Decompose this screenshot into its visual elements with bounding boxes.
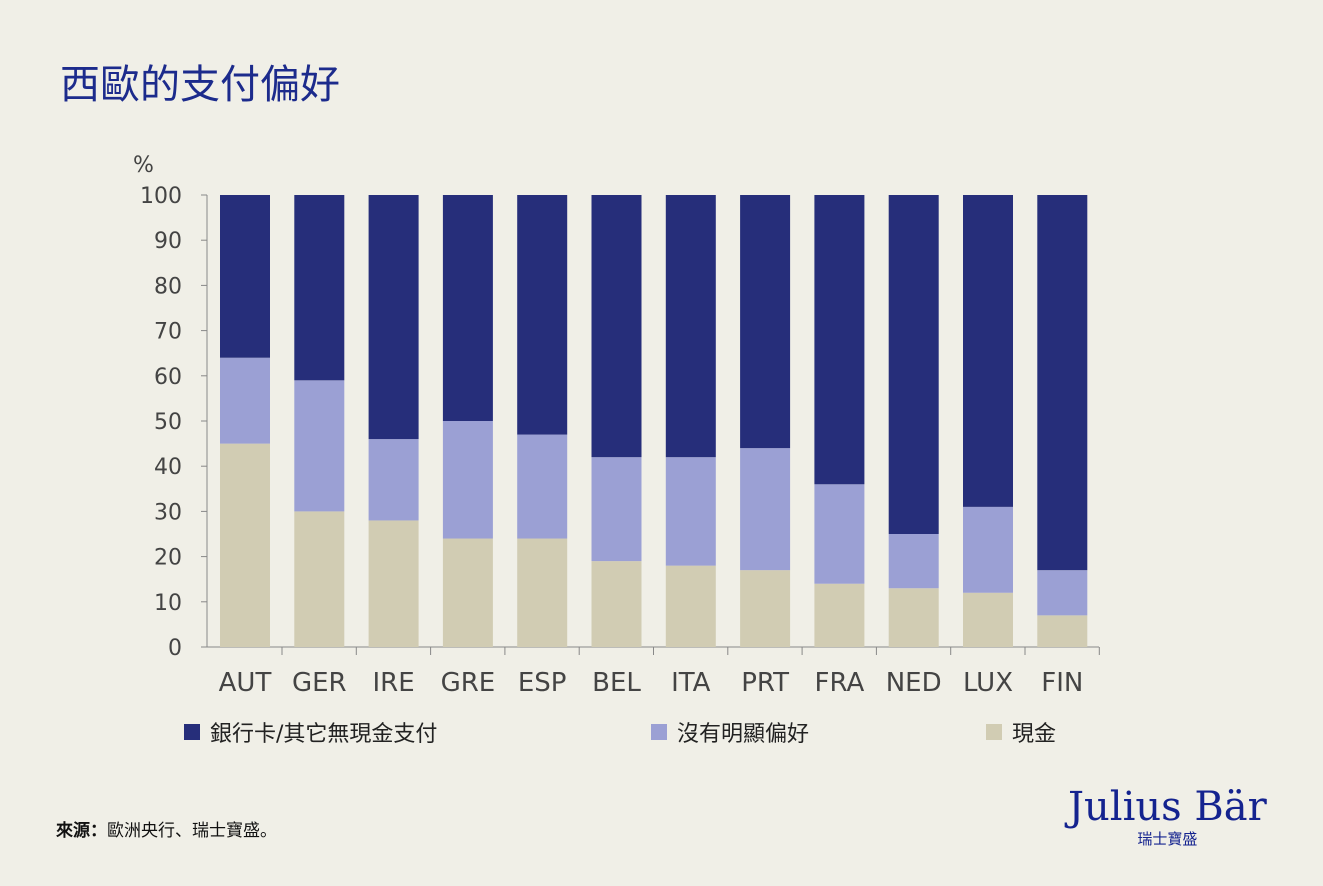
bar-ned-series-0 <box>888 588 939 647</box>
bar-ned-series-1 <box>888 534 939 589</box>
bar-aut-series-1 <box>220 357 270 444</box>
bar-ire-series-2 <box>368 195 419 440</box>
y-tick-label: 20 <box>154 546 182 571</box>
bar-fra-series-2 <box>814 195 865 485</box>
x-tick-label: LUX <box>963 668 1013 698</box>
bar-ita-series-1 <box>665 457 716 566</box>
bar-aut-series-2 <box>220 195 270 358</box>
x-tick-label: AUT <box>219 668 272 698</box>
x-tick-label: PRT <box>741 668 789 698</box>
bar-ire-series-1 <box>368 439 419 521</box>
x-tick-label: FRA <box>815 668 865 698</box>
bar-prt-series-0 <box>740 570 791 647</box>
bar-ned-series-2 <box>888 195 939 534</box>
y-tick-label: 100 <box>140 184 182 209</box>
source-label: 來源： <box>56 821 107 841</box>
bar-esp-series-1 <box>517 434 568 539</box>
legend-label: 沒有明顯偏好 <box>677 722 810 747</box>
legend-swatch <box>651 724 667 740</box>
x-tick-label: BEL <box>592 668 641 698</box>
bar-fin-series-1 <box>1037 570 1088 616</box>
x-tick-label: GER <box>292 668 347 698</box>
bar-prt-series-2 <box>740 195 791 449</box>
bar-prt-series-1 <box>740 448 791 571</box>
bar-gre-series-2 <box>442 195 493 421</box>
bar-ire-series-0 <box>368 520 419 647</box>
bar-esp-series-0 <box>517 538 568 647</box>
x-tick-label: FIN <box>1041 668 1083 698</box>
bar-esp-series-2 <box>517 195 568 435</box>
y-tick-label: 0 <box>168 636 182 661</box>
y-tick-label: 80 <box>154 274 182 299</box>
julius-baer-logo: Julius Bär 瑞士寶盛 <box>1068 784 1267 849</box>
bar-ger-series-1 <box>294 380 345 512</box>
bar-bel-series-1 <box>591 457 642 562</box>
bar-aut-series-0 <box>220 443 270 647</box>
x-tick-label: IRE <box>373 668 415 698</box>
legend-label: 銀行卡/其它無現金支付 <box>210 722 438 747</box>
bar-ger-series-2 <box>294 195 345 381</box>
bar-bel-series-2 <box>591 195 642 458</box>
source-note: 來源：歐洲央行、瑞士寶盛。 <box>56 816 277 841</box>
y-tick-label: 40 <box>154 455 182 480</box>
bar-gre-series-1 <box>442 421 493 539</box>
x-tick-label: ITA <box>671 668 711 698</box>
bar-lux-series-0 <box>963 592 1013 647</box>
y-tick-label: 50 <box>154 410 182 435</box>
chart-title: 西歐的支付偏好 <box>60 62 340 108</box>
logo-text: Julius Bär <box>1068 784 1267 830</box>
legend-label: 現金 <box>1012 722 1057 747</box>
x-tick-label: NED <box>886 668 942 698</box>
bar-lux-series-1 <box>963 506 1013 593</box>
bar-fra-series-1 <box>814 484 865 584</box>
y-tick-label: 60 <box>154 365 182 390</box>
legend-item-cash: 現金 <box>986 716 1056 748</box>
bar-fra-series-0 <box>814 583 865 647</box>
bar-ita-series-2 <box>665 195 716 458</box>
bar-ger-series-0 <box>294 511 345 647</box>
legend-item-no-preference: 沒有明顯偏好 <box>651 716 809 748</box>
x-tick-label: ESP <box>518 668 567 698</box>
legend-swatch <box>184 724 200 740</box>
bar-gre-series-0 <box>442 538 493 647</box>
legend-item-card: 銀行卡/其它無現金支付 <box>184 716 437 748</box>
bar-lux-series-2 <box>963 195 1013 507</box>
bar-fin-series-2 <box>1037 195 1088 571</box>
y-tick-label: 90 <box>154 229 182 254</box>
x-tick-label: GRE <box>441 668 496 698</box>
legend-swatch <box>986 724 1002 740</box>
y-axis-label: % <box>133 153 154 178</box>
bar-fin-series-0 <box>1037 615 1088 647</box>
y-tick-label: 70 <box>154 320 182 345</box>
source-text: 歐洲央行、瑞士寶盛。 <box>107 821 277 841</box>
bar-ita-series-0 <box>665 565 716 647</box>
y-tick-label: 30 <box>154 500 182 525</box>
y-tick-label: 10 <box>154 591 182 616</box>
bar-bel-series-0 <box>591 561 642 647</box>
logo-subtext: 瑞士寶盛 <box>1137 830 1198 848</box>
